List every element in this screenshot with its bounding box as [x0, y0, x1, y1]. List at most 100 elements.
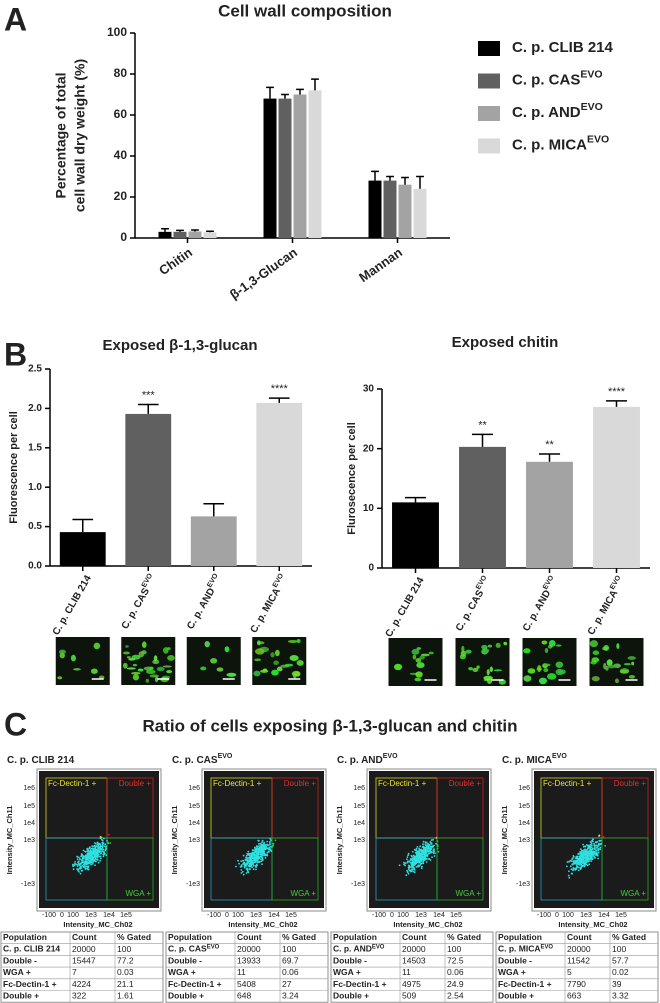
event-dot — [588, 863, 591, 866]
x-tick-label: -100 — [537, 912, 551, 919]
event-dot — [261, 841, 263, 844]
table-cell: 27 — [282, 979, 292, 989]
micrograph — [252, 637, 307, 685]
cell-stain — [495, 642, 501, 648]
superscript: EVO — [541, 944, 554, 950]
table-cell: 14503 — [402, 956, 426, 966]
error-bar — [206, 230, 214, 233]
cell-stain — [590, 640, 598, 648]
event-dot — [237, 859, 239, 862]
x-tick-label: 1e4 — [103, 912, 115, 919]
error-bar — [191, 229, 199, 232]
table-cell: C. p. CASEVO — [168, 944, 220, 954]
event-dot — [406, 861, 409, 864]
event-dot — [260, 858, 262, 860]
cell-stain — [548, 640, 556, 647]
event-dot — [590, 842, 593, 845]
event-dot — [590, 841, 592, 844]
bar — [392, 502, 439, 568]
cell-stain — [73, 668, 81, 671]
table-header: % Gated — [282, 932, 316, 942]
event-dot — [590, 849, 593, 852]
x-tick-label: C. p. MICAEVO — [247, 572, 290, 635]
plot-area — [534, 771, 654, 908]
superscript: EVO — [372, 944, 385, 950]
event-dot — [420, 851, 422, 853]
event-dot — [82, 849, 85, 852]
x-axis-label: Intensity_MC_Ch02 — [63, 920, 132, 929]
y-tick-label: 80 — [114, 66, 128, 80]
y-tick-label: 1e5 — [518, 803, 530, 810]
event-dot — [104, 843, 107, 846]
cell-stain — [465, 649, 472, 654]
table-cell: Double + — [168, 991, 204, 1001]
cell-stain — [411, 648, 420, 655]
table-cell: 11542 — [567, 956, 590, 966]
event-dot — [88, 852, 91, 854]
event-dot — [80, 855, 82, 858]
cell-stain — [167, 654, 175, 661]
event-dot — [589, 848, 592, 851]
event-dot — [85, 854, 87, 856]
event-dot — [406, 869, 408, 872]
text-part: C. p. CAS — [119, 586, 151, 631]
plot-title: C. p. ANDEVO — [337, 753, 398, 765]
event-dot — [581, 858, 584, 861]
table-cell: WGA + — [3, 967, 31, 977]
event-dot — [101, 846, 104, 849]
cell-stain — [428, 651, 434, 655]
event-dot — [268, 846, 271, 849]
event-dot — [76, 868, 78, 870]
event-dot — [429, 841, 432, 843]
y-tick-label: -1e3 — [186, 881, 200, 888]
event-dot — [428, 846, 430, 848]
superscript: EVO — [218, 753, 233, 760]
event-dot — [89, 849, 92, 851]
event-dot — [413, 871, 416, 874]
event-dot — [92, 859, 95, 861]
event-dot — [593, 852, 596, 854]
event-dot — [566, 861, 569, 863]
event-dot — [254, 855, 257, 857]
event-dot — [84, 856, 86, 859]
event-dot — [241, 870, 244, 873]
event-dot — [409, 861, 412, 864]
event-dot — [427, 852, 430, 855]
legend-swatch — [478, 106, 500, 121]
cell-stain — [616, 643, 620, 649]
event-dot — [591, 847, 594, 850]
event-dot — [408, 867, 411, 869]
table-header: Population — [333, 932, 377, 942]
table-cell: 100 — [447, 944, 461, 954]
event-dot — [427, 844, 429, 847]
event-dot — [406, 858, 408, 861]
event-dot — [585, 861, 587, 864]
y-axis-label: Fluorescence per cell — [8, 411, 20, 524]
event-dot — [269, 842, 271, 844]
event-dot — [263, 846, 265, 849]
cell-stain — [296, 639, 301, 644]
x-tick-label: 1e5 — [615, 912, 627, 919]
y-tick-label: 20 — [363, 443, 375, 454]
event-dot — [76, 858, 79, 861]
table-cell: 663 — [567, 991, 581, 1001]
table-cell: 648 — [237, 991, 251, 1001]
event-dot — [99, 859, 101, 862]
cell-stain — [148, 666, 154, 670]
error-bar — [137, 403, 159, 414]
event-dot — [245, 872, 248, 874]
event-dot — [96, 856, 99, 859]
error-bar — [281, 93, 289, 99]
event-dot — [72, 868, 75, 871]
event-dot — [579, 860, 581, 863]
event-dot — [578, 855, 580, 858]
event-dot — [79, 867, 82, 870]
event-dot — [586, 864, 589, 867]
cell-stain — [460, 650, 467, 657]
event-dot — [577, 869, 580, 872]
event-dot — [94, 864, 96, 867]
event-dot — [84, 851, 87, 853]
event-dot — [90, 847, 93, 850]
event-dot — [429, 859, 432, 861]
text-part: C. p. MICA — [502, 755, 552, 766]
